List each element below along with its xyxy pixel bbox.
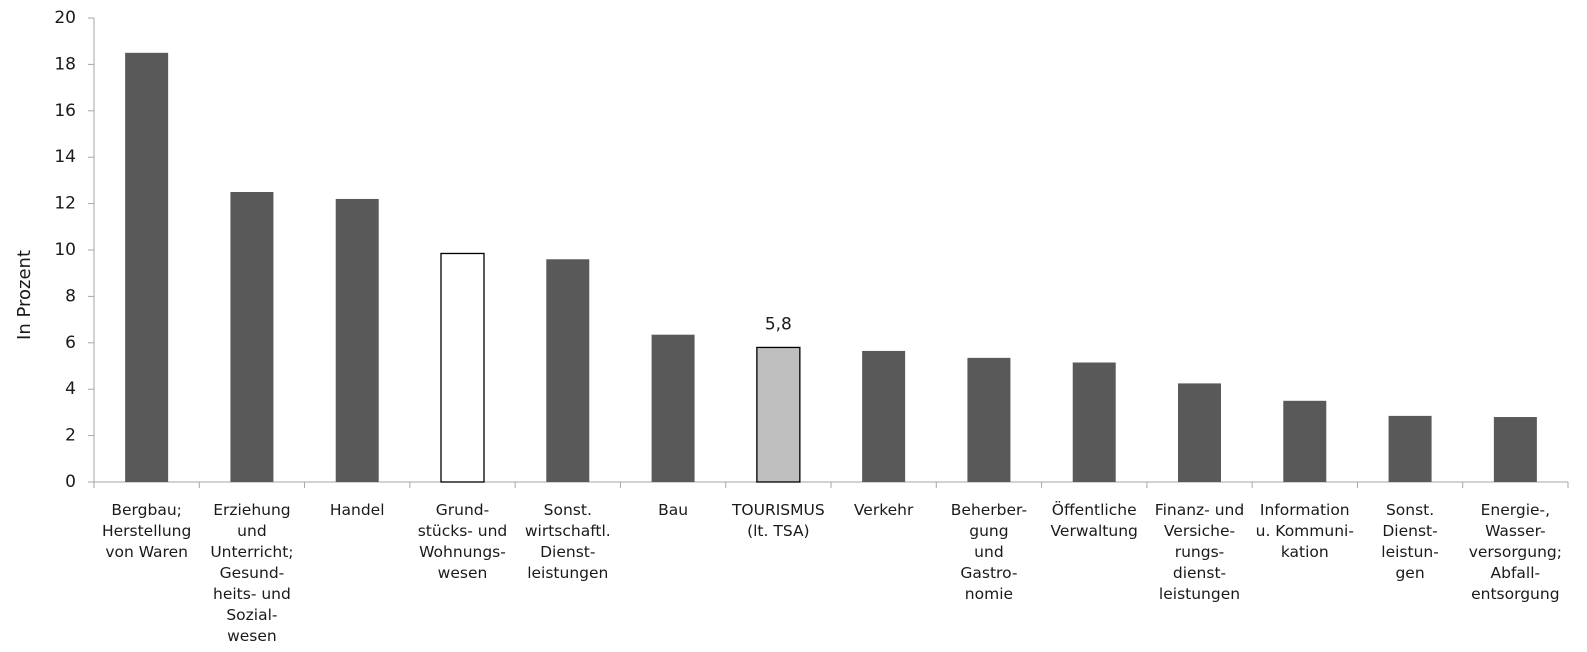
y-tick-label: 18 xyxy=(54,54,76,74)
y-tick-label: 10 xyxy=(54,240,76,260)
bar xyxy=(651,334,695,482)
x-tick-label: Handel xyxy=(329,501,385,519)
y-tick-label: 14 xyxy=(54,147,76,167)
bar xyxy=(1283,400,1327,482)
bar xyxy=(1072,362,1116,482)
y-axis-title: In Prozent xyxy=(14,250,35,340)
x-tick-label: Information u. Kommuni- kation xyxy=(1255,501,1354,561)
x-tick-label: Bau xyxy=(658,501,689,519)
x-tick-label: Erziehung und Unterricht; Gesund- heits-… xyxy=(210,501,294,645)
y-tick-label: 12 xyxy=(54,194,76,214)
bar xyxy=(1388,415,1432,482)
x-tick-label: Verkehr xyxy=(853,501,914,519)
y-tick-label: 8 xyxy=(65,286,76,306)
bar xyxy=(440,252,485,483)
bar xyxy=(546,259,590,482)
bar xyxy=(1493,417,1537,482)
y-tick-label: 20 xyxy=(54,8,76,28)
data-labels: 5,8 xyxy=(765,314,792,334)
x-tick-label: Sonst. wirtschaftl. Dienst- leistungen xyxy=(524,501,611,582)
x-tick-label: Finanz- und Versiche- rungs- dienst- lei… xyxy=(1154,501,1245,603)
x-tick-label: Bergbau; Herstellung von Waren xyxy=(101,501,192,561)
x-axis xyxy=(93,481,1569,488)
bar xyxy=(862,350,906,482)
data-label: 5,8 xyxy=(765,314,792,334)
y-tick-label: 4 xyxy=(65,379,76,399)
x-tick-label: Beherber- gung und Gastro- nomie xyxy=(950,501,1028,603)
y-tick-label: 16 xyxy=(54,101,76,121)
bar xyxy=(756,346,801,483)
bar xyxy=(335,198,379,482)
x-tick-label: TOURISMUS (lt. TSA) xyxy=(731,501,825,540)
bar xyxy=(230,192,274,482)
y-tick-label: 2 xyxy=(65,426,76,446)
y-tick-label: 0 xyxy=(65,472,76,492)
bar xyxy=(125,52,169,483)
bar xyxy=(1178,383,1221,482)
bars xyxy=(125,52,1537,483)
x-tick-label: Grund- stücks- und Wohnungs- wesen xyxy=(417,501,508,582)
bar xyxy=(967,357,1011,482)
x-tick-label: Energie-, Wasser- versorgung; Abfall- en… xyxy=(1468,501,1562,603)
y-axis: 0 2 4 6 8 10 12 14 16 18 20 xyxy=(54,8,95,492)
y-tick-label: 6 xyxy=(65,333,76,353)
x-tick-label: Öffentliche Verwaltung xyxy=(1050,501,1138,540)
x-tick-label: Sonst. Dienst- leistun- gen xyxy=(1381,501,1439,582)
